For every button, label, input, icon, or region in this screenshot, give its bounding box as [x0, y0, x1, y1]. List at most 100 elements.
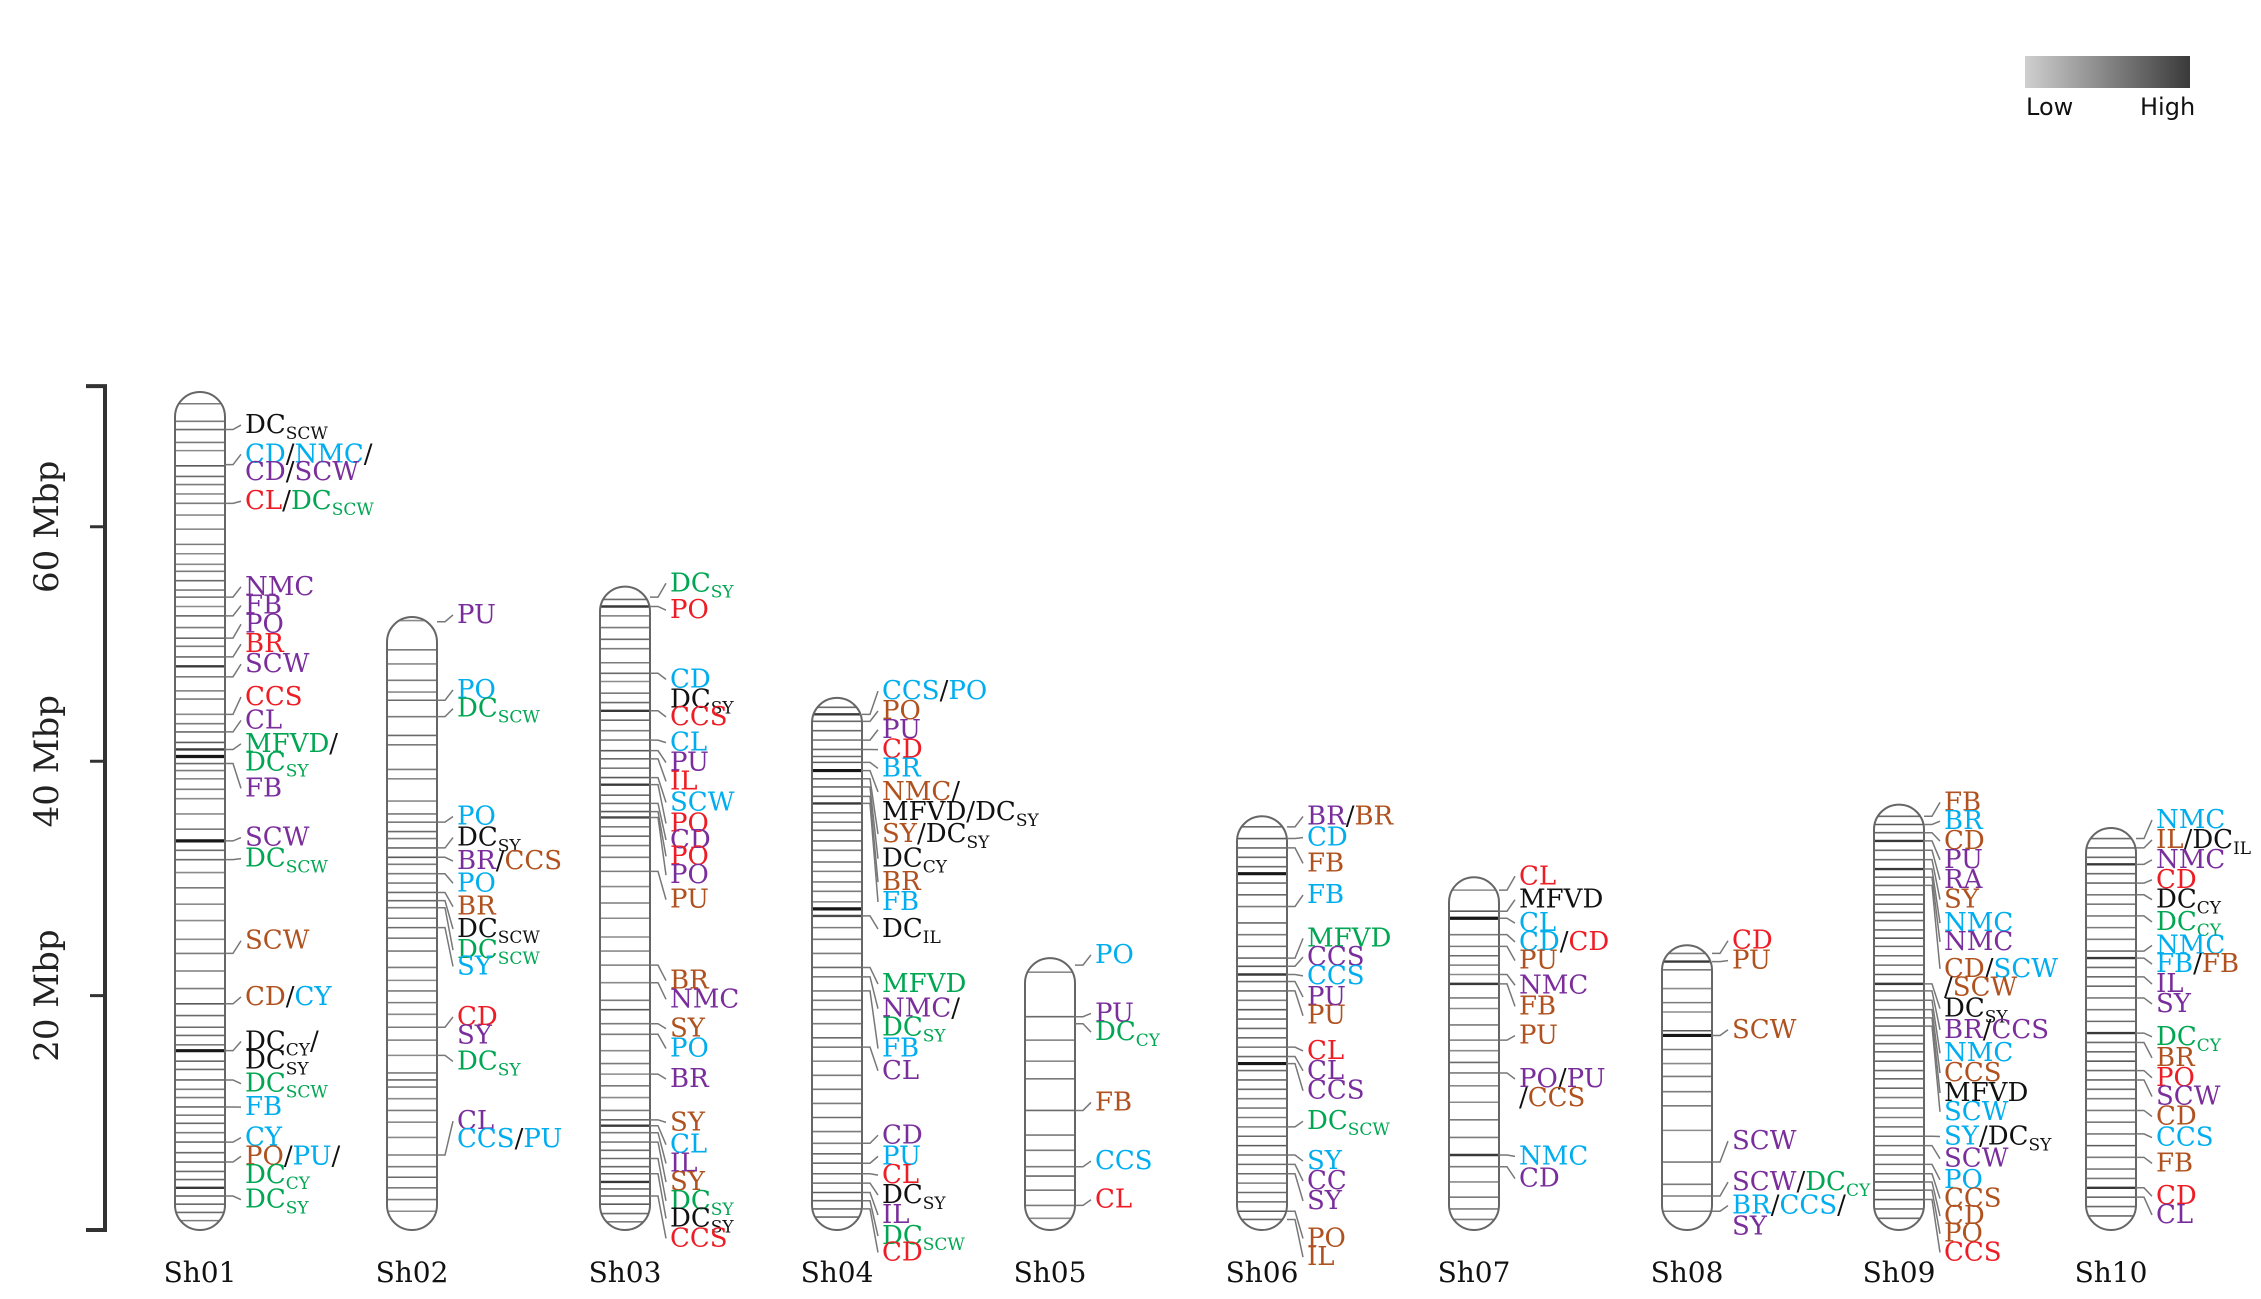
trait-label-part: CL — [670, 728, 707, 758]
trait-label: PU — [1944, 845, 1983, 875]
label-connector — [2136, 957, 2153, 965]
trait-label-part: CCS — [1991, 1015, 2049, 1045]
trait-label-part: DC — [1307, 1106, 1348, 1136]
trait-label: CL — [2156, 1200, 2193, 1230]
chromosome-name: Sh04 — [801, 1256, 874, 1289]
label-connector — [1924, 840, 1941, 861]
trait-label-part: / — [2193, 949, 2202, 979]
trait-label: CL — [1095, 1185, 1132, 1215]
label-connector — [650, 964, 667, 981]
trait-label: SCW — [1944, 1144, 2009, 1174]
label-connector — [1924, 849, 1941, 880]
label-connector — [650, 758, 667, 782]
trait-label-subscript: CY — [1846, 1181, 1871, 1201]
trait-label-part: BR — [670, 966, 710, 996]
trait-label: MFVD — [1307, 923, 1391, 953]
label-connector — [1924, 983, 1941, 1009]
trait-label: CD — [2156, 865, 2197, 895]
trait-label-part: MFVD — [245, 729, 329, 759]
trait-label: BR — [2156, 1043, 2196, 1073]
trait-label-part: PU — [1307, 1001, 1346, 1031]
trait-label: RA — [1944, 865, 1984, 895]
trait-label-part: DC — [457, 1046, 498, 1076]
trait-label: DCSY — [245, 1045, 309, 1079]
trait-label: DCCY — [2156, 885, 2222, 919]
trait-label-part: DC — [245, 1185, 286, 1215]
trait-label-part: NMC — [245, 572, 314, 602]
label-connector — [1924, 990, 1941, 1030]
trait-label-part: DC — [457, 914, 498, 944]
label-connector — [650, 816, 667, 876]
trait-label-subscript: SCW — [286, 858, 329, 878]
trait-label-part: SY — [457, 1021, 493, 1051]
trait-label-part: CD — [670, 825, 711, 855]
trait-label: CY — [245, 1123, 283, 1153]
trait-label-part: DC — [245, 748, 286, 778]
trait-label: DCSY — [882, 1012, 946, 1046]
trait-label-part: DC — [670, 568, 711, 598]
trait-label-part: PU — [1567, 1064, 1606, 1094]
trait-label: CD — [670, 664, 711, 694]
trait-label-part: CCS — [1095, 1146, 1153, 1176]
label-connector — [862, 976, 879, 1009]
trait-label: BR — [245, 629, 285, 659]
trait-label-part: CCS — [1944, 1058, 2002, 1088]
trait-label-subscript: IL — [2233, 839, 2251, 859]
label-connector — [225, 836, 242, 842]
chromosome-sh03: Sh03DCSYPOCDDCSYCCSCLPUILSCWPOCDPOPOPUBR… — [589, 568, 740, 1289]
trait-label-part: PU — [882, 1141, 921, 1171]
trait-label-part: CD — [1944, 954, 1985, 984]
label-connector — [862, 1134, 879, 1145]
trait-label-part: DC — [1988, 1121, 2029, 1151]
trait-label-part: PO — [457, 868, 496, 898]
trait-label: CD/SCW — [1944, 954, 2058, 984]
label-connector — [650, 870, 667, 900]
trait-label-subscript: SCW — [498, 949, 541, 969]
trait-label-part: / — [1346, 801, 1355, 831]
label-connector — [1075, 1022, 1092, 1033]
trait-label: CL — [1519, 908, 1556, 938]
trait-label: BR — [457, 892, 497, 922]
trait-label: CD — [1944, 826, 1985, 856]
trait-label: CL — [1307, 1036, 1344, 1066]
trait-label: CD/SCW — [245, 457, 359, 487]
trait-label: PO — [1095, 940, 1134, 970]
trait-label: CD — [882, 1120, 923, 1150]
trait-label-part: DC — [245, 410, 286, 440]
trait-label-part: CD — [2156, 1181, 2197, 1211]
trait-label: /CCS — [1519, 1083, 1585, 1113]
trait-label-part: DC — [1805, 1167, 1846, 1197]
trait-label: IL — [2156, 969, 2184, 999]
label-connector — [2136, 915, 2153, 923]
trait-label-part: / — [2184, 825, 2193, 855]
trait-label: FB — [1095, 1087, 1132, 1117]
label-connector — [650, 1119, 667, 1124]
label-connector — [2136, 997, 2153, 1005]
trait-label-part: DC — [882, 1012, 923, 1042]
trait-label-part: FB — [245, 1092, 282, 1122]
trait-label-part: PO — [1944, 1165, 1983, 1195]
trait-label: PO — [1944, 1165, 1983, 1195]
trait-label-subscript: SCW — [286, 1083, 329, 1103]
chromosomes: Sh01DCSCWCD/NMC/CD/SCWCL/DCSCWNMCFBPOBRS… — [164, 391, 2251, 1289]
trait-label: FB — [245, 591, 282, 621]
trait-label-part: PU — [1732, 946, 1771, 976]
trait-label: NMC/ — [882, 777, 960, 807]
trait-label-part: SY — [1944, 885, 1980, 915]
label-connector — [1712, 940, 1729, 955]
trait-label-part: NMC — [882, 994, 951, 1024]
trait-label-part: NMC — [1519, 970, 1588, 1000]
label-connector — [1075, 954, 1092, 966]
trait-label-part: NMC — [1944, 1038, 2013, 1068]
chromosome-outline — [1448, 876, 1500, 1232]
label-connector — [1499, 933, 1516, 943]
trait-label: PU — [670, 748, 709, 778]
trait-label: NMC — [670, 984, 739, 1014]
label-connector — [437, 891, 454, 908]
trait-label: CD — [1732, 926, 1773, 956]
band-group — [175, 402, 225, 1222]
trait-label-subscript: SCW — [1348, 1120, 1391, 1140]
label-connector — [225, 762, 242, 789]
trait-label: PO — [882, 696, 921, 726]
